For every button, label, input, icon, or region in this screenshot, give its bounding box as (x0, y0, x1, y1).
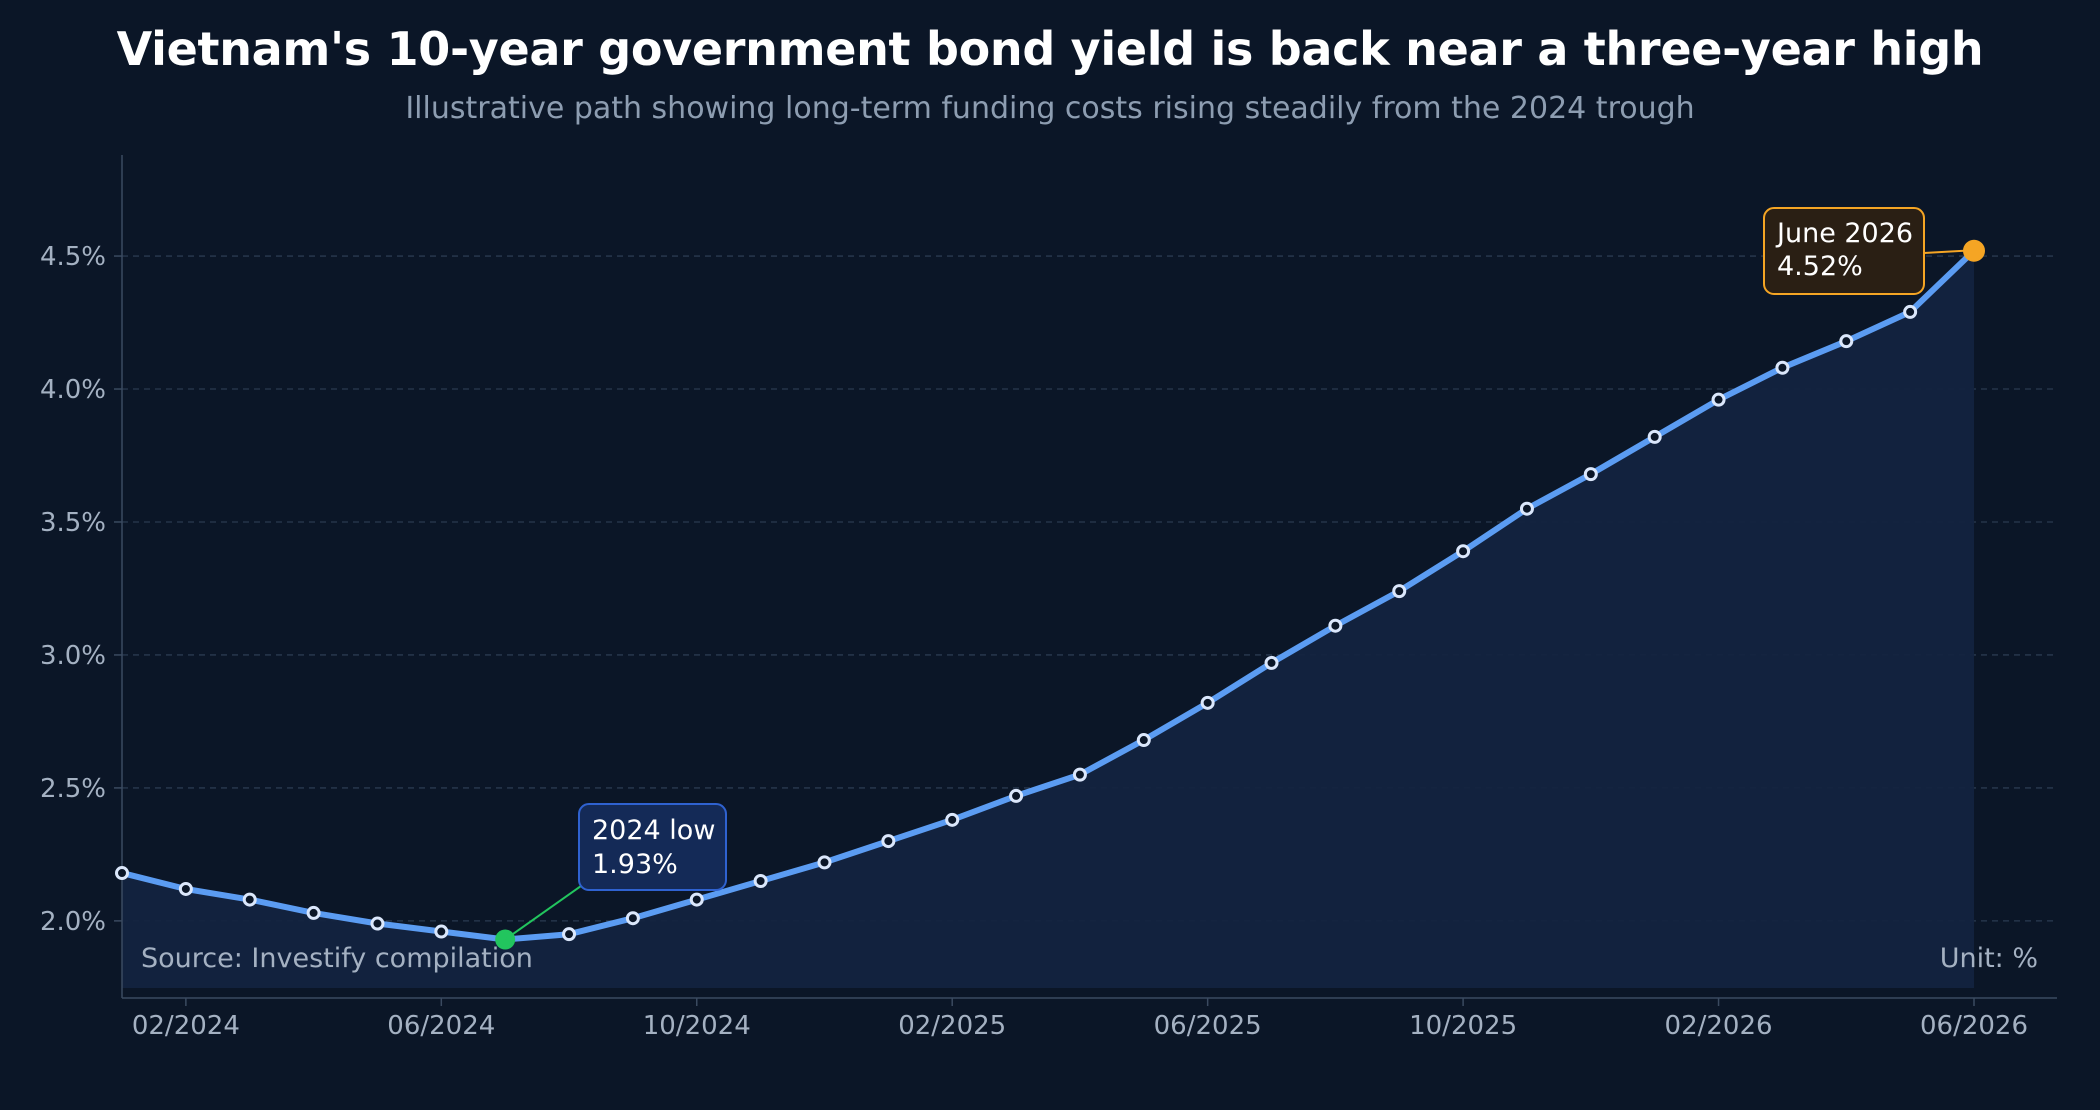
data-point (306, 905, 321, 920)
data-point (562, 927, 577, 942)
data-point (1392, 584, 1407, 599)
data-point (753, 873, 768, 888)
data-points (115, 239, 1985, 950)
y-tick-label: 3.5% (40, 508, 106, 538)
y-tick-label: 3.0% (40, 641, 106, 671)
data-point (1328, 618, 1343, 633)
high-callout-box (1763, 207, 1925, 295)
data-point (370, 916, 385, 931)
y-tick-label: 4.0% (40, 375, 106, 405)
chart-subtitle: Illustrative path showing long-term fund… (405, 91, 1695, 126)
data-point (1456, 544, 1471, 559)
y-tick-label: 4.5% (40, 242, 106, 272)
x-tick-label: 10/2024 (643, 1011, 751, 1041)
data-point (178, 881, 193, 896)
unit-note: Unit: % (1940, 943, 2038, 974)
x-tick-label: 06/2024 (387, 1011, 495, 1041)
data-point (1200, 695, 1215, 710)
x-tick-label: 02/2026 (1665, 1011, 1773, 1041)
data-point (817, 855, 832, 870)
low-callout-title: 2024 low (592, 815, 715, 846)
x-axis-ticks: 02/2024 06/2024 10/2024 02/2025 06/2025 10/20… (132, 998, 2028, 1041)
high-callout-title: June 2026 (1775, 218, 1913, 249)
data-point (1711, 392, 1726, 407)
low-callout-box (578, 803, 727, 891)
y-tick-label: 2.0% (40, 907, 106, 937)
data-point (115, 866, 129, 881)
area-fill (122, 250, 1974, 988)
high-point-marker (1963, 239, 1985, 262)
x-tick-label: 06/2025 (1154, 1011, 1262, 1041)
chart-title: Vietnam's 10-year government bond yield … (116, 22, 1984, 76)
high-callout-value: 4.52% (1777, 251, 1863, 282)
data-point (1072, 767, 1087, 782)
data-point (1264, 655, 1279, 670)
data-point (434, 924, 449, 939)
data-point (1839, 334, 1854, 349)
source-note: Source: Investify compilation (141, 943, 533, 974)
x-tick-label: 02/2024 (132, 1011, 240, 1041)
low-callout-value: 1.93% (592, 849, 678, 880)
data-point (625, 911, 640, 926)
gridlines (122, 255, 2057, 922)
high-callout-leader (1923, 249, 1965, 254)
data-point (1136, 733, 1151, 748)
low-callout-leader (504, 885, 582, 941)
data-point (881, 834, 896, 849)
data-point (1009, 788, 1024, 803)
data-point (1775, 360, 1790, 375)
data-point (1647, 429, 1662, 444)
data-point (689, 892, 704, 907)
series-line (119, 247, 1977, 943)
data-point (945, 812, 960, 827)
x-tick-label: 06/2026 (1920, 1011, 2028, 1041)
x-tick-label: 10/2025 (1409, 1011, 1517, 1041)
data-point (1519, 501, 1534, 516)
data-point (1903, 304, 1918, 319)
y-tick-label: 2.5% (40, 774, 106, 804)
x-tick-label: 02/2025 (898, 1011, 1006, 1041)
data-point (1583, 467, 1598, 482)
data-point (242, 892, 257, 907)
y-axis-ticks: 2.0% 2.5% 3.0% 3.5% 4.0% 4.5% (40, 242, 122, 937)
